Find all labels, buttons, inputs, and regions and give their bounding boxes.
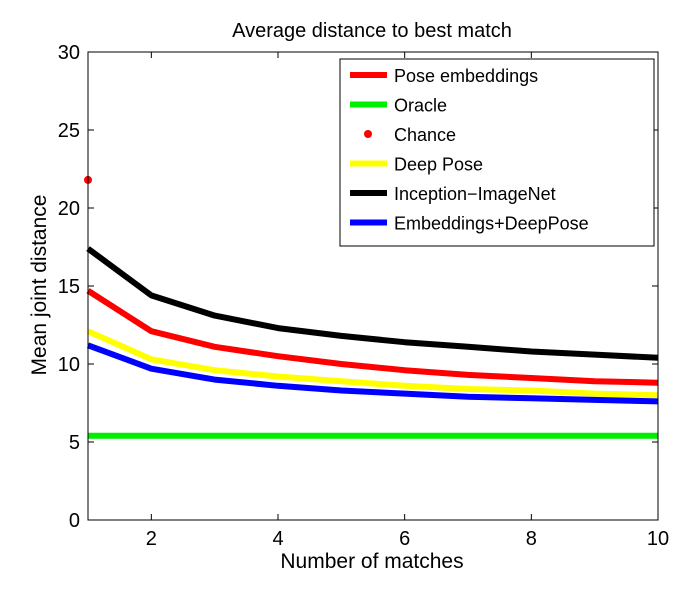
y-axis: 0 5 10 15 20 25 30 <box>58 42 658 532</box>
x-tick-label: 6 <box>399 528 410 550</box>
series-line-5 <box>86 342 659 405</box>
y-tick-label: 10 <box>58 354 80 376</box>
y-tick-label: 20 <box>58 198 80 220</box>
x-tick-label: 10 <box>647 528 669 550</box>
y-tick-label: 15 <box>58 276 80 298</box>
legend-box <box>339 58 655 247</box>
legend-label: Embeddings+DeepPose <box>394 214 589 234</box>
series-line-4 <box>86 246 659 361</box>
legend-swatch <box>364 130 372 138</box>
y-axis-title: Mean joint distance <box>28 195 51 376</box>
x-tick-label: 4 <box>272 528 283 550</box>
legend-label: Deep Pose <box>394 155 483 175</box>
y-tick-label: 0 <box>69 510 80 532</box>
x-tick-label: 2 <box>146 528 157 550</box>
legend: Pose embeddings Oracle Chance Deep Pose Ince… <box>339 58 655 247</box>
legend-label: Inception−ImageNet <box>394 184 556 204</box>
legend-label: Oracle <box>394 96 447 116</box>
legend-label: Pose embeddings <box>394 66 538 86</box>
x-axis-title: Number of matches <box>280 550 463 573</box>
series-line-0 <box>86 288 659 386</box>
legend-label: Chance <box>394 125 456 145</box>
y-tick-label: 30 <box>58 42 80 64</box>
series-line-3 <box>86 328 659 399</box>
x-axis: 2 4 6 8 10 <box>146 52 669 550</box>
plot-area <box>84 175 659 439</box>
y-tick-label: 5 <box>69 432 80 454</box>
chart-title: Average distance to best match <box>232 20 512 42</box>
y-tick-label: 25 <box>58 120 80 142</box>
x-tick-label: 8 <box>526 528 537 550</box>
